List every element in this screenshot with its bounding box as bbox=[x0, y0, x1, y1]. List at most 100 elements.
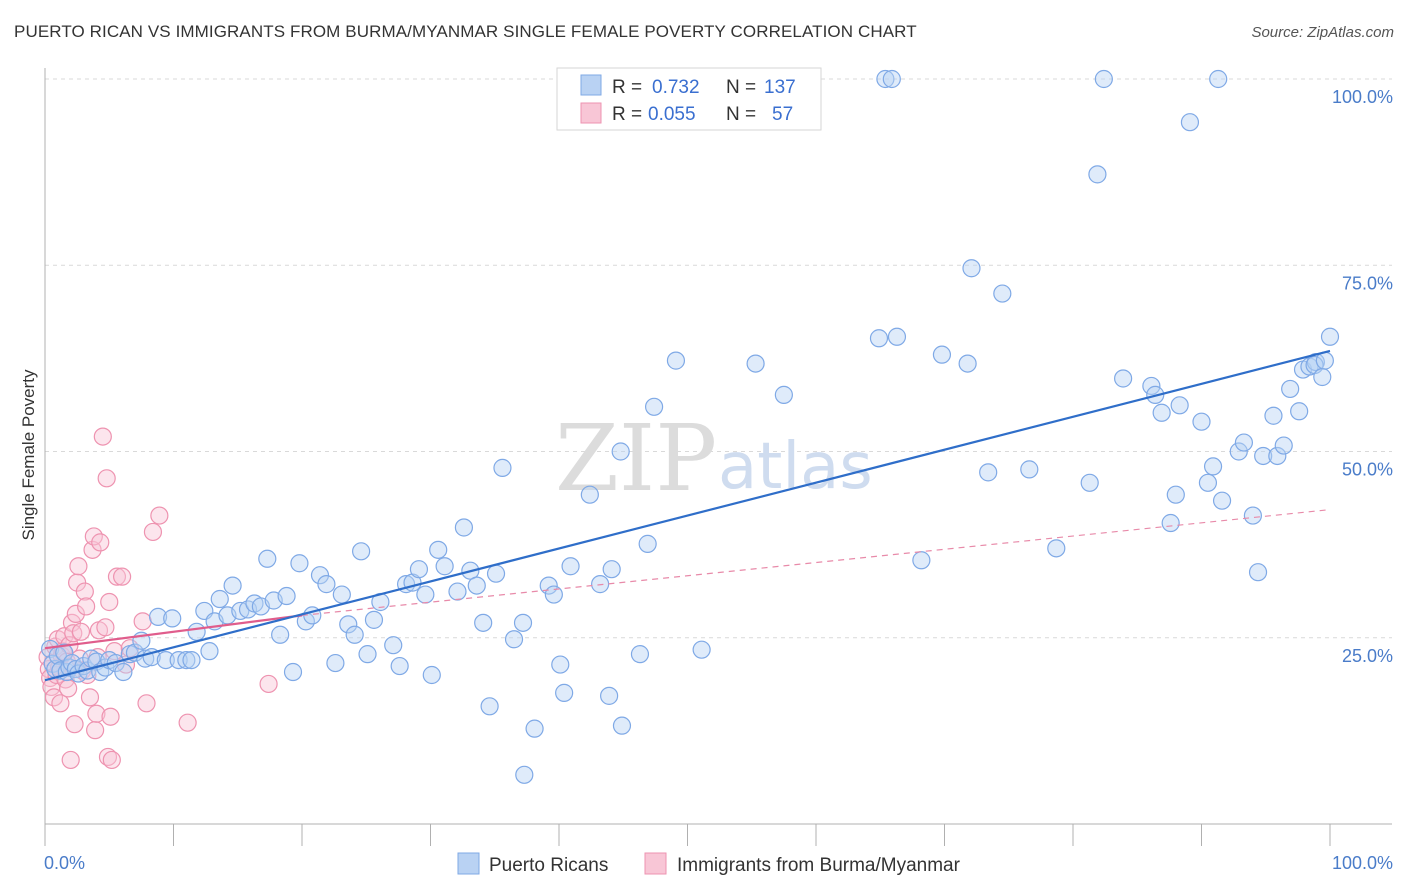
puerto-rican-point-106 bbox=[962, 259, 981, 278]
burma-point-10 bbox=[51, 694, 70, 713]
burma-point-47 bbox=[107, 567, 127, 586]
puerto-rican-point-70 bbox=[454, 518, 474, 537]
puerto-rican-point-47 bbox=[290, 554, 309, 573]
puerto-rican-point-82 bbox=[544, 585, 563, 604]
y-tick-label-50: 50.0% bbox=[1342, 460, 1393, 480]
puerto-rican-point-99 bbox=[869, 329, 889, 348]
puerto-rican-point-102 bbox=[887, 327, 907, 346]
burma-point-53 bbox=[143, 522, 163, 542]
puerto-rican-point-87 bbox=[591, 575, 610, 594]
puerto-rican-point-28 bbox=[169, 650, 188, 670]
puerto-rican-point-46 bbox=[283, 662, 303, 682]
trend-lines bbox=[44, 349, 1331, 682]
puerto-rican-point-85 bbox=[561, 557, 580, 576]
puerto-rican-point-136 bbox=[1290, 402, 1309, 421]
watermark-atlas: atlas bbox=[718, 430, 873, 504]
puerto-rican-point-38 bbox=[231, 601, 250, 621]
burma-trend-line bbox=[44, 614, 303, 650]
burma-point-16 bbox=[59, 679, 78, 698]
x-tick-label-max: 100.0% bbox=[1332, 853, 1393, 873]
puerto-rican-point-64 bbox=[409, 560, 429, 579]
legend-n-label-1: N = bbox=[726, 77, 756, 98]
puerto-rican-point-94 bbox=[644, 397, 664, 416]
puerto-rican-point-95 bbox=[666, 351, 686, 370]
puerto-rican-point-130 bbox=[1248, 563, 1268, 582]
puerto-rican-point-100 bbox=[876, 69, 895, 89]
puerto-rican-point-68 bbox=[435, 557, 454, 576]
puerto-rican-point-124 bbox=[1203, 457, 1223, 476]
puerto-rican-point-33 bbox=[200, 642, 219, 661]
burma-point-48 bbox=[112, 567, 132, 586]
puerto-rican-point-84 bbox=[555, 683, 574, 702]
puerto-rican-point-56 bbox=[352, 542, 371, 561]
puerto-rican-trend-line bbox=[44, 349, 1331, 682]
burma-point-40 bbox=[96, 618, 115, 637]
puerto-rican-point-57 bbox=[358, 645, 377, 664]
puerto-rican-point-103 bbox=[912, 551, 931, 570]
puerto-rican-point-122 bbox=[1192, 412, 1211, 431]
source-label: Source: ZipAtlas.com bbox=[1251, 24, 1394, 41]
puerto-rican-point-96 bbox=[692, 640, 711, 659]
puerto-rican-point-67 bbox=[429, 540, 448, 559]
burma-point-43 bbox=[100, 592, 119, 612]
burma-point-45 bbox=[102, 750, 121, 770]
puerto-rican-point-42 bbox=[258, 549, 277, 568]
series-immigrants-burma-points bbox=[38, 427, 278, 770]
puerto-rican-point-125 bbox=[1209, 69, 1228, 89]
puerto-rican-point-0 bbox=[41, 639, 60, 659]
burma-point-35 bbox=[87, 704, 106, 723]
y-tick-label-75: 75.0% bbox=[1342, 273, 1393, 293]
puerto-rican-point-134 bbox=[1274, 436, 1293, 455]
bottom-legend-label-puerto-ricans: Puerto Ricans bbox=[489, 855, 608, 876]
axes bbox=[44, 68, 1392, 846]
burma-point-34 bbox=[86, 721, 105, 740]
bottom-legend: Puerto Ricans Immigrants from Burma/Myan… bbox=[457, 852, 961, 876]
burma-trend-extended bbox=[301, 509, 1331, 616]
watermark: ZIP atlas bbox=[555, 405, 873, 512]
x-tick-labels: 0.0% 100.0% bbox=[44, 853, 1393, 873]
legend-n-value-2: 57 bbox=[772, 104, 793, 125]
puerto-rican-point-75 bbox=[486, 564, 506, 583]
burma-point-54 bbox=[150, 506, 169, 525]
puerto-rican-point-93 bbox=[638, 534, 657, 553]
puerto-rican-point-88 bbox=[602, 560, 621, 579]
series-puerto-ricans-points bbox=[41, 69, 1340, 784]
puerto-rican-point-37 bbox=[223, 576, 242, 595]
puerto-rican-point-115 bbox=[1142, 376, 1161, 396]
y-tick-labels: 25.0% 50.0% 75.0% 100.0% bbox=[1332, 87, 1393, 666]
burma-point-55 bbox=[178, 713, 197, 732]
puerto-rican-point-143 bbox=[1320, 327, 1340, 346]
puerto-rican-point-120 bbox=[1170, 396, 1189, 415]
burma-point-44 bbox=[101, 707, 120, 726]
puerto-rican-point-50 bbox=[310, 566, 330, 585]
puerto-rican-point-27 bbox=[163, 609, 182, 628]
puerto-rican-point-135 bbox=[1281, 379, 1300, 399]
puerto-rican-point-29 bbox=[177, 650, 196, 670]
puerto-rican-point-117 bbox=[1152, 403, 1171, 422]
puerto-rican-point-83 bbox=[551, 655, 570, 674]
y-tick-label-100: 100.0% bbox=[1332, 87, 1393, 107]
puerto-rican-point-89 bbox=[600, 686, 619, 705]
puerto-rican-point-141 bbox=[1313, 367, 1332, 387]
puerto-rican-point-105 bbox=[958, 354, 977, 373]
burma-point-32 bbox=[83, 540, 102, 559]
puerto-rican-point-55 bbox=[345, 625, 364, 644]
puerto-rican-point-77 bbox=[504, 630, 524, 649]
puerto-rican-point-86 bbox=[580, 485, 599, 504]
burma-point-41 bbox=[97, 469, 116, 488]
legend-box: R = 0.732 N = 137 R = 0.055 N = 57 bbox=[556, 67, 822, 131]
legend-swatch-burma bbox=[580, 102, 602, 124]
puerto-rican-point-76 bbox=[493, 458, 512, 477]
puerto-rican-point-109 bbox=[1020, 460, 1039, 479]
puerto-rican-point-25 bbox=[148, 607, 168, 626]
puerto-rican-point-80 bbox=[515, 765, 534, 784]
puerto-rican-point-79 bbox=[525, 719, 544, 738]
puerto-rican-point-66 bbox=[422, 665, 441, 685]
puerto-rican-point-90 bbox=[611, 442, 630, 461]
bottom-legend-label-burma: Immigrants from Burma/Myanmar bbox=[677, 855, 961, 876]
puerto-rican-point-60 bbox=[384, 636, 403, 655]
burma-point-28 bbox=[75, 582, 94, 601]
puerto-rican-point-119 bbox=[1166, 485, 1185, 504]
legend-r-label-2: R = bbox=[612, 104, 642, 125]
